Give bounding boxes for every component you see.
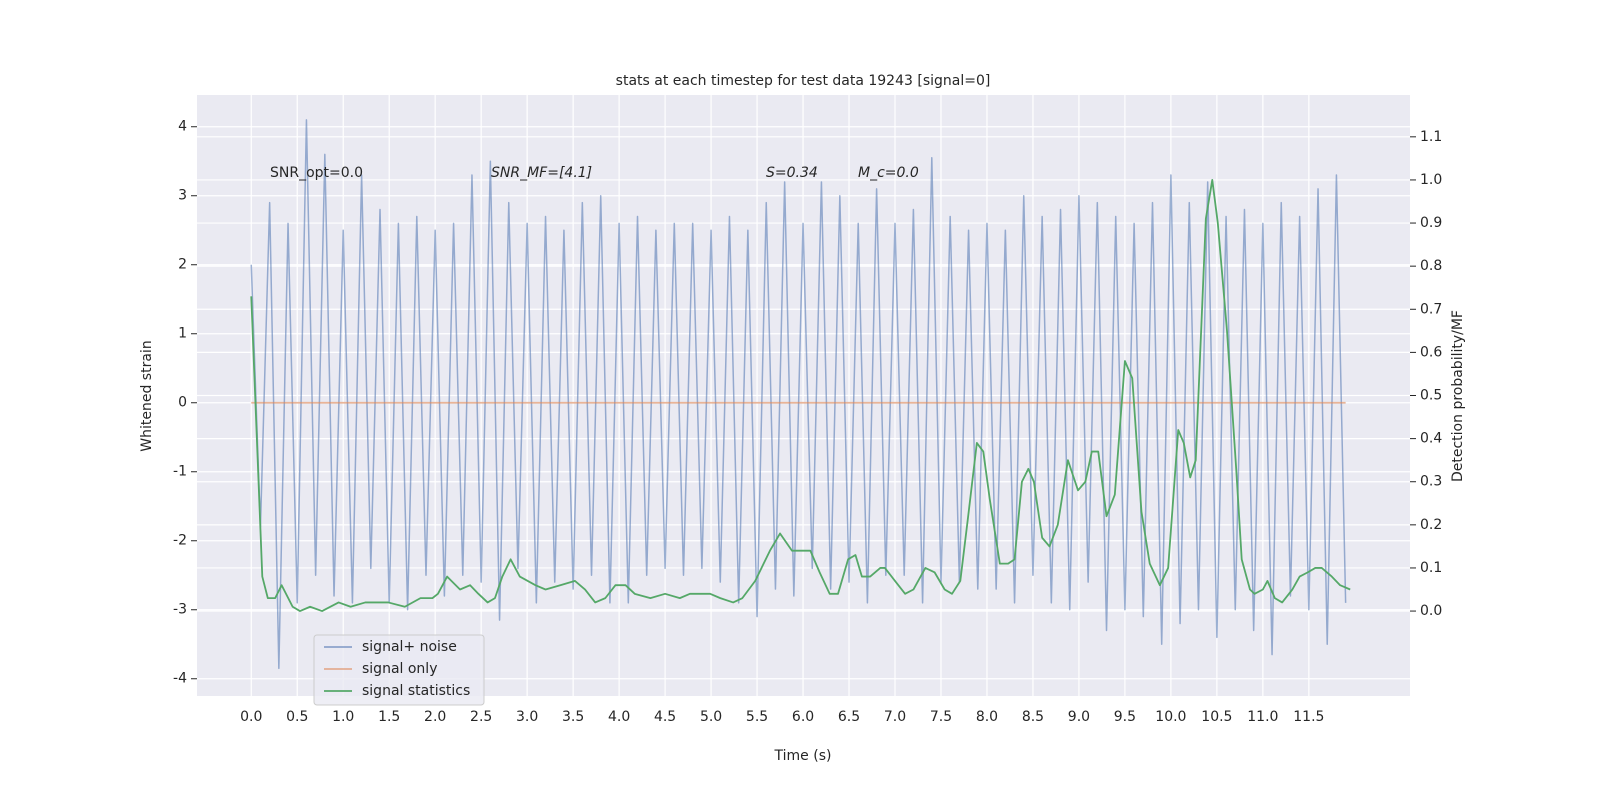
y-tick-label: -4 [173,671,187,687]
x-tick-label: 8.5 [1022,709,1044,725]
x-tick-label: 9.5 [1114,709,1136,725]
x-tick-label: 4.5 [654,709,676,725]
y2-tick-label: 0.8 [1420,258,1442,274]
x-tick-label: 9.0 [1068,709,1090,725]
annotation: SNR_MF=[4.1] [491,165,592,181]
y-axis-label: Whitened strain [139,340,155,451]
y-tick-label: 2 [178,257,187,273]
y2-tick-label: 0.1 [1420,560,1442,576]
x-tick-label: 7.5 [930,709,952,725]
legend-box [313,634,485,706]
y-tick-label: -3 [173,602,187,618]
legend-label: signal+ noise [362,639,457,655]
y2-tick-label: 0.6 [1420,344,1442,360]
x-tick-label: 11.0 [1247,709,1278,725]
x-tick-label: 10.5 [1201,709,1232,725]
annotation: S=0.34 [766,165,818,181]
x-tick-label: 6.5 [838,709,860,725]
y2-tick-label: 0.7 [1420,301,1442,317]
y-tick-label: 1 [178,326,187,342]
x-tick-label: 5.5 [746,709,768,725]
series-line [250,179,1351,612]
y2-tick-label: 0.9 [1420,215,1442,231]
x-tick-label: 2.0 [424,709,446,725]
x-tick-label: 3.5 [562,709,584,725]
y2-tick-label: 0.5 [1420,388,1442,404]
x-tick-label: 0.5 [286,709,308,725]
y2-tick-label: 1.0 [1420,172,1442,188]
legend: signal+ noise signal only signal statistic… [313,634,485,706]
x-tick-label: 3.0 [516,709,538,725]
x-tick-label: 1.0 [332,709,354,725]
y2-tick-label: 0.3 [1420,474,1442,490]
y-tick-label: -1 [173,464,187,480]
x-tick-label: 7.0 [884,709,906,725]
y2-tick-label: 0.0 [1420,603,1442,619]
y-tick-label: -2 [173,533,187,549]
y2-tick-label: 1.1 [1420,129,1442,145]
x-tick-label: 5.0 [700,709,722,725]
y2-tick-label: 0.4 [1420,431,1442,447]
chart-title: stats at each timestep for test data 192… [616,73,991,89]
annotation: SNR_opt=0.0 [270,165,363,181]
x-axis-label: Time (s) [774,748,832,764]
legend-label: signal statistics [362,683,470,699]
annotation: M_c=0.0 [858,165,919,181]
x-tick-label: 11.5 [1293,709,1324,725]
y-tick-label: 4 [178,119,187,135]
series-line [250,119,1347,670]
x-tick-label: 2.5 [470,709,492,725]
x-tick-label: 4.0 [608,709,630,725]
x-tick-label: 10.0 [1155,709,1186,725]
x-tick-label: 8.0 [976,709,998,725]
legend-label: signal only [362,661,437,677]
y2-tick-label: 0.2 [1420,517,1442,533]
x-tick-label: 0.0 [240,709,262,725]
x-tick-label: 1.5 [378,709,400,725]
y-tick-label: 3 [178,188,187,204]
y2-axis-label: Detection probability/MF [1450,310,1466,482]
y-tick-label: 0 [178,395,187,411]
x-tick-label: 6.0 [792,709,814,725]
